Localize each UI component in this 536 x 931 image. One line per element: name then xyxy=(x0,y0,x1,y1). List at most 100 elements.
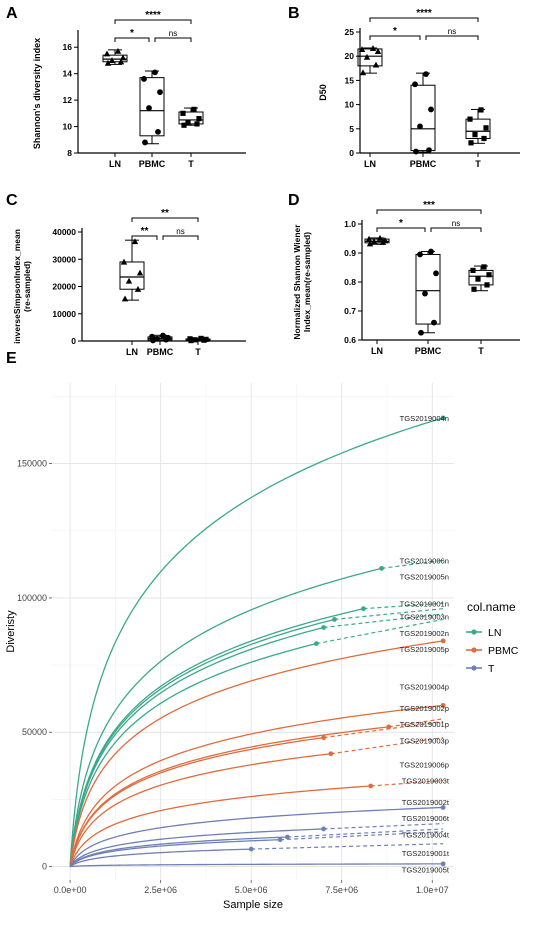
series-label: TGS2019002p xyxy=(400,704,449,713)
observed-point xyxy=(386,724,392,730)
series-curve-extrapolated xyxy=(316,618,444,645)
box-iqr xyxy=(102,54,128,63)
series-tgs2019004t: TGS2019004t xyxy=(69,830,450,867)
significance-bracket: ns xyxy=(154,29,192,42)
x-tick-label: PBMC xyxy=(147,347,174,357)
significance-label: ns xyxy=(448,27,456,36)
x-tick-label: T xyxy=(188,159,194,169)
box-iqr xyxy=(178,111,204,125)
data-point xyxy=(363,53,371,60)
observed-point xyxy=(440,805,446,810)
data-point xyxy=(417,251,423,258)
data-point xyxy=(412,81,418,88)
data-point xyxy=(192,337,198,343)
series-curve-observed xyxy=(69,839,281,867)
data-point xyxy=(470,267,476,273)
observed-point xyxy=(368,783,374,789)
series-label: TGS2019004n xyxy=(400,414,449,423)
y-axis-label: Normalized Shannon WienerIndex_mean(re-s… xyxy=(292,224,312,340)
y-tick-label: 8 xyxy=(67,148,72,158)
significance-label: ** xyxy=(141,226,149,237)
significance-bracket: ** xyxy=(131,226,158,240)
data-point xyxy=(365,235,373,242)
y-tick-label: 10 xyxy=(345,100,355,110)
data-point xyxy=(468,140,474,146)
series-curve-observed xyxy=(69,828,324,867)
box-iqr xyxy=(139,77,165,137)
series-tgs2019005p: TGS2019005p xyxy=(69,638,449,867)
series-curve-observed xyxy=(69,806,444,867)
y-tick-label: 150000 xyxy=(17,459,47,469)
data-point xyxy=(359,69,367,76)
x-tick-label: T xyxy=(475,159,481,169)
bracket-line xyxy=(376,227,426,232)
x-tick-label: LN xyxy=(371,346,383,356)
y-axis-label-line: Normalized Shannon Wiener xyxy=(292,224,302,340)
significance-bracket: * xyxy=(114,28,150,42)
observed-point xyxy=(277,837,283,843)
legend-entry-t: T xyxy=(466,663,495,675)
data-point xyxy=(149,333,155,340)
data-point xyxy=(431,319,437,326)
significance-label: * xyxy=(399,218,403,229)
series-tgs2019001t: TGS2019001t xyxy=(69,843,450,868)
box-iqr xyxy=(415,253,441,325)
y-axis-label: D50 xyxy=(318,84,328,101)
box-iqr xyxy=(410,84,436,152)
data-point xyxy=(475,276,481,282)
observed-point xyxy=(440,415,446,421)
x-tick-label: 2.5e+06 xyxy=(144,885,177,895)
series-tgs2019002n: TGS2019002n xyxy=(69,618,449,867)
y-tick-label: 12 xyxy=(63,95,73,105)
significance-label: * xyxy=(130,28,134,39)
panel-e: E 0 50000 100000 150000 0.0e+00 2.5e+06 5.0e+06… xyxy=(5,350,519,911)
series-curve-observed xyxy=(69,785,371,867)
series-label: TGS2019002t xyxy=(402,798,450,807)
series-tgs2019004p: TGS2019004p xyxy=(69,683,449,867)
bracket-line xyxy=(430,227,482,232)
data-point xyxy=(185,119,191,126)
data-point xyxy=(136,269,144,276)
observed-point xyxy=(313,641,319,646)
series-label: TGS2019001t xyxy=(402,849,450,858)
plot-background xyxy=(52,383,454,880)
series-curve-observed xyxy=(69,642,317,867)
data-point xyxy=(155,128,161,135)
data-point xyxy=(484,282,490,288)
data-point xyxy=(187,336,193,342)
data-point xyxy=(117,58,125,65)
observed-point xyxy=(440,861,446,867)
series-label: TGS2019001p xyxy=(400,720,449,729)
data-point xyxy=(160,332,166,339)
data-point xyxy=(417,123,423,130)
significance-label: ns xyxy=(169,29,177,38)
data-point xyxy=(481,264,487,270)
data-point xyxy=(422,290,428,297)
box-iqr xyxy=(357,48,383,67)
data-point xyxy=(372,61,380,68)
y-tick-label: 10 xyxy=(63,122,73,132)
panel-label: C xyxy=(6,192,18,209)
series-tgs2019004n: TGS2019004n xyxy=(69,414,449,867)
x-tick-label: PBMC xyxy=(139,159,166,169)
data-point xyxy=(141,76,147,82)
bracket-line xyxy=(162,235,199,240)
data-point xyxy=(121,295,129,302)
data-point xyxy=(146,105,152,111)
x-tick-label: 1.0e+07 xyxy=(416,885,449,895)
observed-point xyxy=(321,625,327,630)
data-point xyxy=(131,238,139,245)
significance-bracket: *** xyxy=(376,200,482,214)
series-tgs2019003n: TGS2019003n xyxy=(69,608,449,867)
data-point xyxy=(181,122,187,128)
series-curve-extrapolated xyxy=(280,831,444,841)
series-curve-observed xyxy=(69,736,324,867)
series-label: TGS2019002n xyxy=(400,629,449,638)
data-point xyxy=(191,106,197,112)
box-t xyxy=(465,107,491,146)
box-ln xyxy=(357,45,383,76)
series-tgs2019006p: TGS2019006p xyxy=(69,760,449,867)
observed-point xyxy=(440,638,446,644)
y-tick-label: 100000 xyxy=(17,593,47,603)
